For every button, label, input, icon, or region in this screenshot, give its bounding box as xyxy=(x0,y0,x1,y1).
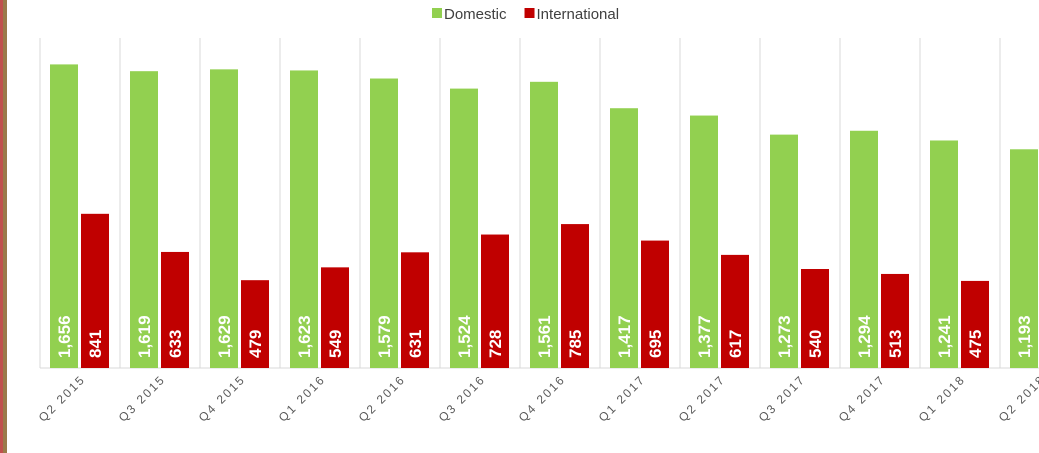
x-tick-label: Q4 2017 xyxy=(836,372,888,424)
data-label: 1,656 xyxy=(55,315,74,358)
data-label: 785 xyxy=(566,330,585,358)
x-tick-label: Q2 2016 xyxy=(356,372,408,424)
data-label: 1,193 xyxy=(1015,315,1034,358)
x-tick-label: Q1 2016 xyxy=(276,372,328,424)
data-label: 617 xyxy=(726,330,745,358)
data-label: 540 xyxy=(806,330,825,358)
bar xyxy=(450,88,478,368)
x-tick-label: Q3 2017 xyxy=(756,372,808,424)
data-label: 1,619 xyxy=(135,315,154,358)
bar xyxy=(770,134,798,368)
x-tick-label: Q3 2015 xyxy=(116,372,168,424)
x-tick-label: Q2 2018 xyxy=(996,372,1039,424)
data-label: 1,294 xyxy=(855,315,874,358)
bar xyxy=(721,254,749,368)
x-tick-label: Q1 2017 xyxy=(596,372,648,424)
data-label: 841 xyxy=(86,330,105,358)
x-tick-label: Q3 2016 xyxy=(436,372,488,424)
data-label: 1,377 xyxy=(695,315,714,358)
bar xyxy=(481,234,509,368)
data-label: 695 xyxy=(646,330,665,358)
bar xyxy=(641,240,669,368)
bar xyxy=(210,69,238,368)
bar xyxy=(1010,149,1038,368)
data-label: 1,623 xyxy=(295,315,314,358)
bar xyxy=(161,251,189,368)
x-tick-label: Q4 2015 xyxy=(196,372,248,424)
bar xyxy=(881,273,909,368)
bar xyxy=(321,267,349,368)
x-tick-label: Q2 2015 xyxy=(36,372,88,424)
data-label: 479 xyxy=(246,330,265,358)
data-label: 633 xyxy=(166,330,185,358)
data-label: 1,417 xyxy=(615,315,634,358)
data-label: 1,629 xyxy=(215,315,234,358)
legend-label: Domestic xyxy=(444,6,507,23)
bar xyxy=(610,108,638,368)
bar xyxy=(930,140,958,368)
bar xyxy=(290,70,318,368)
legend-swatch xyxy=(524,8,535,18)
data-label: 475 xyxy=(966,330,985,358)
data-label: 513 xyxy=(886,330,905,358)
data-label: 1,579 xyxy=(375,315,394,358)
x-tick-label: Q4 2016 xyxy=(516,372,568,424)
edge-stripe xyxy=(0,0,7,453)
data-label: 1,273 xyxy=(775,315,794,358)
edge-stripe xyxy=(0,0,3,453)
x-tick-label: Q1 2018 xyxy=(916,372,968,424)
bar xyxy=(81,213,109,368)
bar xyxy=(130,71,158,368)
bar xyxy=(961,280,989,368)
data-label: 1,241 xyxy=(935,315,954,358)
data-label: 1,561 xyxy=(535,315,554,358)
data-label: 549 xyxy=(326,330,345,358)
bar xyxy=(401,252,429,368)
data-label: 631 xyxy=(406,330,425,358)
x-tick-label: Q2 2017 xyxy=(676,372,728,424)
bar xyxy=(241,280,269,368)
bar xyxy=(50,64,78,369)
bar xyxy=(370,78,398,369)
legend-label: International xyxy=(537,6,620,23)
legend-swatch xyxy=(432,8,442,18)
bar xyxy=(530,81,558,369)
data-label: 1,524 xyxy=(455,315,474,358)
bar xyxy=(690,115,718,368)
data-label: 728 xyxy=(486,330,505,358)
bar xyxy=(850,130,878,368)
bar xyxy=(801,269,829,368)
bar xyxy=(561,224,589,368)
